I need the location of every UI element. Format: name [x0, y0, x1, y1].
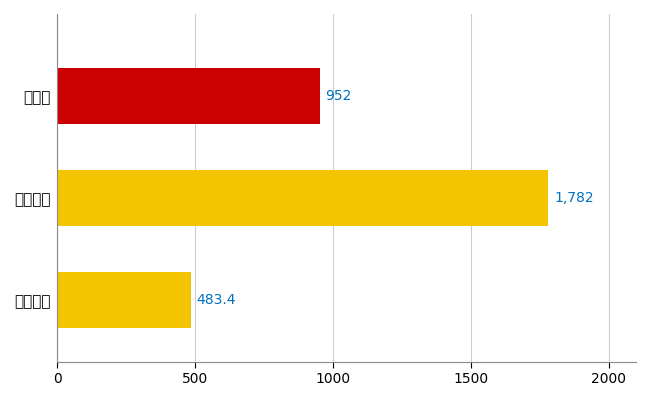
- Bar: [57, 272, 190, 328]
- Bar: [57, 68, 320, 124]
- Text: 952: 952: [325, 89, 352, 103]
- Text: 1,782: 1,782: [554, 191, 593, 205]
- Text: 483.4: 483.4: [196, 293, 235, 307]
- Bar: [57, 170, 549, 226]
